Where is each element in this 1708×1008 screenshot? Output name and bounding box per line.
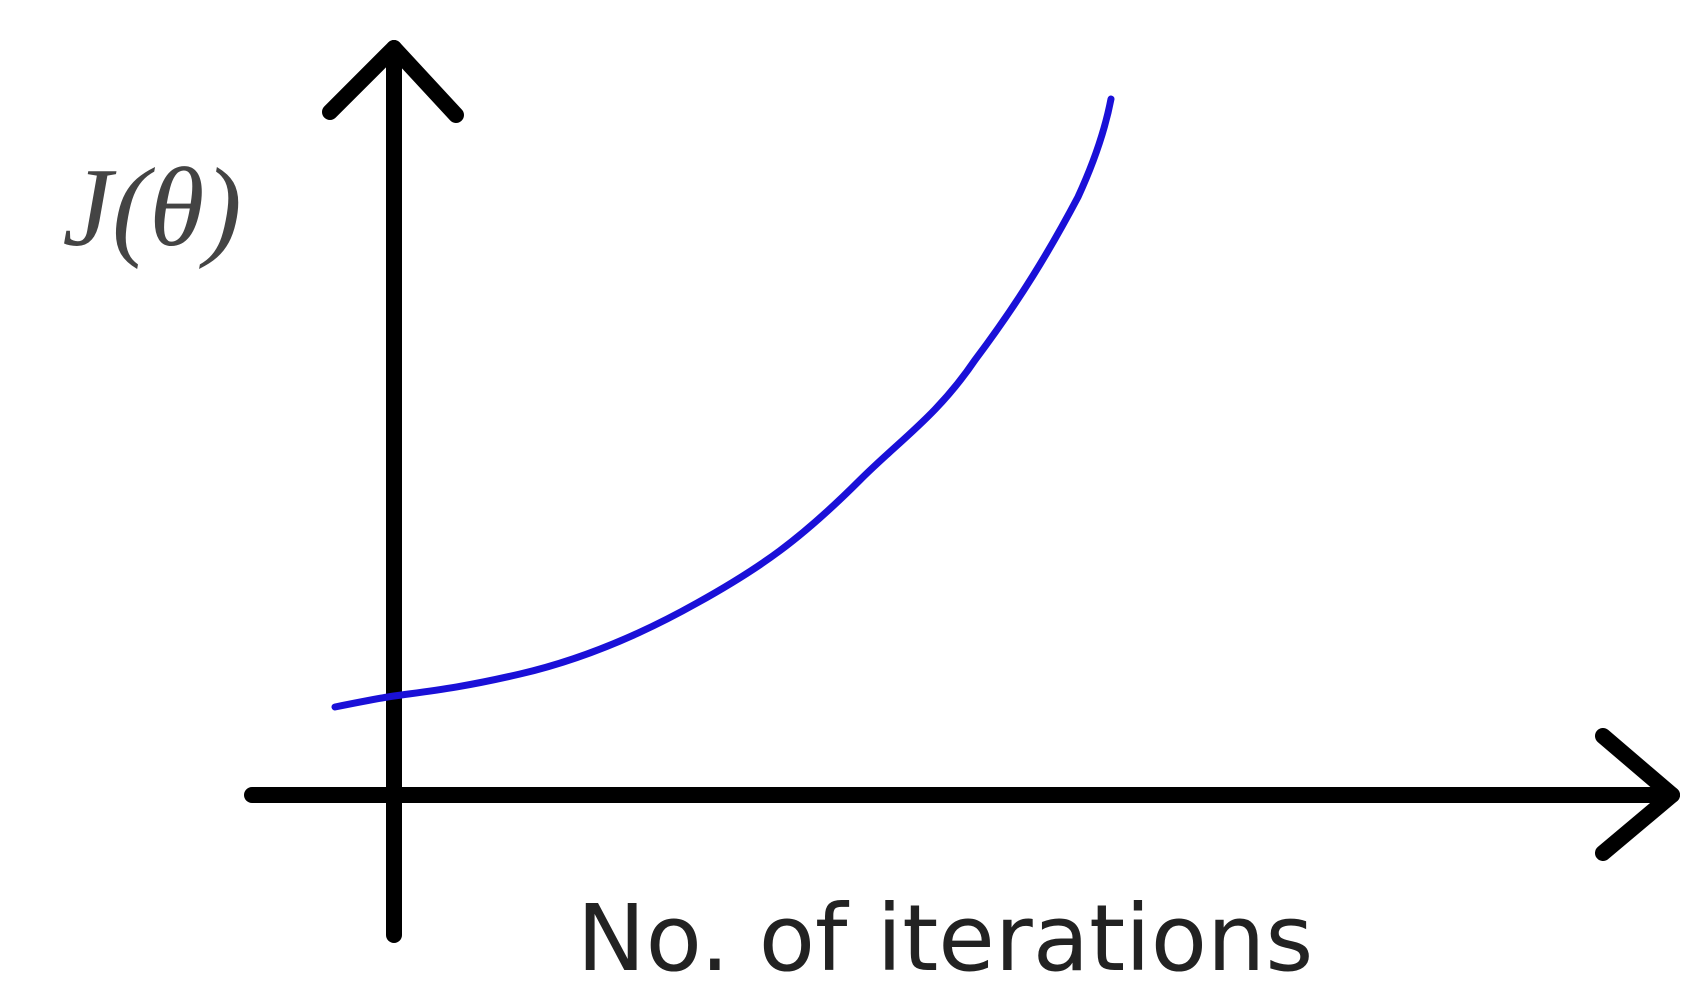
y-axis-label: J(θ): [62, 146, 241, 270]
axes: [244, 40, 1680, 943]
cost-curve: [331, 95, 1115, 711]
x-axis-label: No. of iterations: [577, 885, 1314, 992]
y-arrowhead: [322, 40, 464, 123]
x-arrowhead: [1595, 728, 1680, 861]
